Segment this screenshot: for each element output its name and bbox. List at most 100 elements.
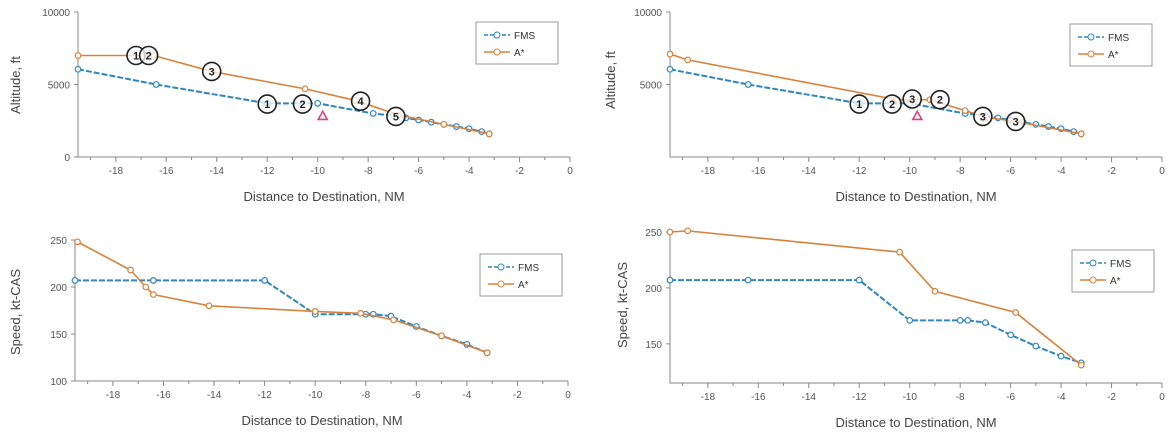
waypoint-ring xyxy=(882,94,902,114)
astar-data-point xyxy=(127,266,135,274)
fms-data-point xyxy=(261,277,269,284)
waypoint-ring xyxy=(257,94,278,114)
x-axis-title: Distance to Destination, NM xyxy=(835,415,996,430)
y-tick-label: 10000 xyxy=(42,8,70,19)
astar-data-point xyxy=(440,120,448,128)
x-tick-label: -12 xyxy=(852,166,867,177)
astar-data-point xyxy=(666,228,674,236)
astar-data-point xyxy=(485,130,493,138)
fms-series-line xyxy=(75,279,488,354)
x-axis-title: Distance to Destination, NM xyxy=(241,413,402,428)
x-tick-label: -10 xyxy=(902,166,917,177)
legend: FMS A* xyxy=(475,21,559,65)
x-tick-label: -14 xyxy=(210,166,225,177)
astar-data-point xyxy=(311,308,319,315)
x-tick-label: 0 xyxy=(567,166,573,177)
legend-fms-label: FMS xyxy=(514,31,535,42)
astar-data-point xyxy=(438,332,445,340)
x-tick-label: -10 xyxy=(308,390,323,401)
astar-data-point xyxy=(684,227,692,235)
x-tick-label: -2 xyxy=(1107,392,1116,403)
legend-astar-label: A* xyxy=(518,280,529,291)
legend-fms-label: FMS xyxy=(1108,33,1129,44)
waypoint-label: 3 xyxy=(1013,116,1019,128)
astar-series-line xyxy=(78,54,490,135)
fms-data-point xyxy=(314,99,322,107)
x-tick-label: 0 xyxy=(1159,166,1165,177)
y-tick-label: 100 xyxy=(50,377,67,388)
fms-data-point xyxy=(369,110,377,117)
triangle-marker xyxy=(316,109,329,121)
x-tick-label: -18 xyxy=(106,390,121,401)
fms-data-point xyxy=(744,81,752,88)
legend-fms-marker xyxy=(497,263,505,271)
fms-data-point xyxy=(906,316,914,324)
x-tick-label: -2 xyxy=(1107,166,1116,177)
astar-data-point xyxy=(142,283,150,291)
astar-data-point xyxy=(149,291,157,298)
x-axis-title: Distance to Destination, NM xyxy=(243,189,404,204)
legend-astar-label: A* xyxy=(1110,276,1121,287)
astar-series-line xyxy=(77,241,488,354)
x-tick-label: -4 xyxy=(462,390,471,401)
fms-data-point xyxy=(956,316,964,324)
waypoint-label: 2 xyxy=(937,95,943,107)
legend-astar-marker xyxy=(493,48,501,56)
legend-astar-marker xyxy=(497,280,505,288)
legend-fms-label: FMS xyxy=(1110,259,1131,270)
astar-data-point xyxy=(74,52,82,59)
x-tick-label: 0 xyxy=(565,390,571,401)
x-axis-title: Distance to Destination, NM xyxy=(835,189,996,204)
y-axis-title: Speed, kt-CAS xyxy=(8,269,23,355)
x-tick-label: -8 xyxy=(364,166,373,177)
legend-fms-label: FMS xyxy=(518,263,539,274)
waypoint-label: 2 xyxy=(146,51,152,63)
astar-series-line xyxy=(669,230,1082,366)
waypoint-ring xyxy=(386,106,406,127)
waypoint-ring xyxy=(138,45,159,66)
waypoint-label: 1 xyxy=(133,51,139,63)
legend: FMS A* xyxy=(1071,249,1155,293)
x-tick-label: -6 xyxy=(1006,166,1015,177)
x-tick-label: -8 xyxy=(361,390,370,401)
waypoint-label: 3 xyxy=(209,66,215,78)
x-tick-label: -16 xyxy=(751,392,766,403)
y-tick-label: 5000 xyxy=(640,81,663,92)
altitude-chart-right: -18 -16 -14 -12 -10 -8 -6 -4 -2 0 5000 10000 1 2 3 2 3 3… xyxy=(603,8,1165,204)
fms-data-point xyxy=(855,276,863,284)
x-tick-label: -18 xyxy=(701,166,716,177)
fms-data-point xyxy=(981,319,989,327)
astar-data-point xyxy=(390,316,397,324)
waypoint-ring xyxy=(1005,111,1026,132)
waypoint-label: 1 xyxy=(264,99,270,111)
astar-data-point xyxy=(357,309,365,317)
x-tick-label: -18 xyxy=(109,166,124,177)
y-tick-label: 0 xyxy=(64,153,70,164)
x-tick-label: -12 xyxy=(852,392,867,403)
astar-data-point xyxy=(1077,130,1085,138)
fms-data-point xyxy=(744,276,752,284)
waypoint-label: 2 xyxy=(299,99,305,111)
legend-astar-label: A* xyxy=(1108,50,1119,61)
x-tick-label: -18 xyxy=(701,392,716,403)
triangle-marker xyxy=(911,109,924,121)
y-tick-label: 200 xyxy=(645,284,662,295)
legend: FMS A* xyxy=(479,253,563,297)
y-tick-label: 150 xyxy=(50,330,67,341)
x-tick-label: -10 xyxy=(902,392,917,403)
astar-data-point xyxy=(74,238,81,246)
speed-chart-left: -18 -16 -14 -12 -10 -8 -6 -4 -2 0 100 150 200 250 Dis… xyxy=(8,236,571,428)
y-tick-label: 250 xyxy=(50,236,67,247)
fms-series-line xyxy=(77,68,490,135)
x-tick-label: -16 xyxy=(156,390,171,401)
legend-astar-marker xyxy=(1089,276,1097,284)
astar-data-point xyxy=(961,107,969,114)
legend-fms-marker xyxy=(1089,259,1097,267)
x-tick-label: -6 xyxy=(414,166,423,177)
x-tick-label: -16 xyxy=(751,166,766,177)
x-tick-label: -8 xyxy=(956,392,965,403)
fms-data-point xyxy=(74,65,82,73)
astar-data-point xyxy=(1077,361,1085,369)
x-tick-label: -10 xyxy=(310,166,325,177)
